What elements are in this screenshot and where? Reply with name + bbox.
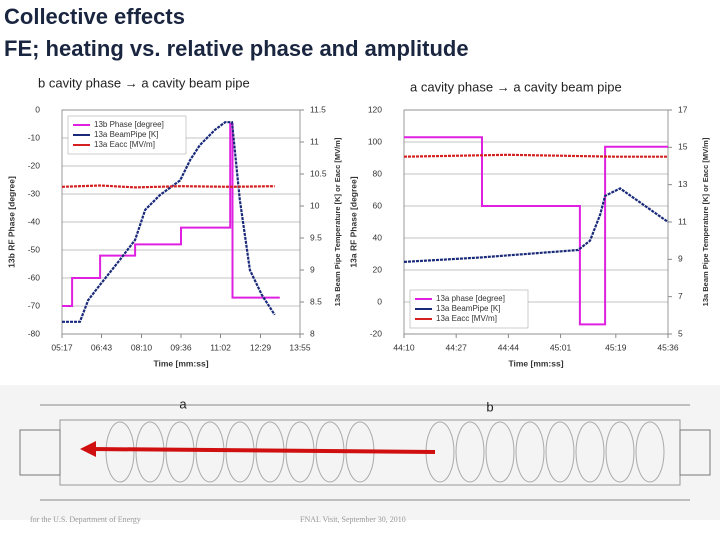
chart-caption: b cavity phase → a cavity beam pipe [38,75,250,90]
y2-tick-label: 9 [310,264,315,274]
x-tick-label: 44:10 [393,342,415,352]
y-tick-label: -30 [28,188,41,198]
slide-title: Collective effects [4,4,185,29]
x-tick-label: 12:29 [250,342,272,352]
y-tick-label: -40 [28,216,41,226]
series-line [403,153,668,158]
series-line [403,187,669,263]
diagram-label: b [486,399,493,414]
y-tick-label: 80 [373,168,383,178]
legend-label: 13a Eacc [MV/m] [436,314,497,323]
x-tick-label: 11:02 [210,342,231,352]
y-tick-label: 120 [368,104,382,114]
y-tick-label: 100 [368,136,382,146]
x-tick-label: 45:36 [657,342,679,352]
y2-tick-label: 11 [310,136,319,146]
x-axis-title: Time [mm:ss] [508,358,563,368]
y-tick-label: -10 [28,132,41,142]
y-tick-label: -60 [28,272,41,282]
footer: for the U.S. Department of Energy [30,515,141,524]
y2-tick-label: 9.5 [310,232,322,242]
x-tick-label: 06:43 [91,342,113,352]
legend-label: 13b Phase [degree] [94,120,164,129]
y-tick-label: 20 [373,264,383,274]
y-tick-label: -70 [28,300,41,310]
legend-label: 13a phase [degree] [436,294,505,303]
y2-tick-label: 8 [310,328,315,338]
series-line [404,136,668,326]
y-tick-label: -50 [28,244,41,254]
y2-tick-label: 11.5 [310,104,326,114]
cryomodule-diagram [0,385,720,520]
slide-title: FE; heating vs. relative phase and ampli… [4,36,469,61]
legend-label: 13a BeamPipe [K] [436,304,500,313]
y2-tick-label: 7 [678,291,683,301]
x-tick-label: 05:17 [51,342,73,352]
y-tick-label: -20 [28,160,41,170]
y2-tick-label: 17 [678,104,688,114]
y2-tick-label: 9 [678,254,683,264]
y2-tick-label: 10.5 [310,168,327,178]
y-axis-title: 13a RF Phase [degree] [348,176,358,267]
y2-axis-title: 13a Beam Pipe Temperature [K] or Eacc [M… [701,137,710,306]
x-tick-label: 45:01 [550,342,572,352]
x-tick-label: 09:36 [170,342,192,352]
y-tick-label: 0 [35,104,40,114]
series-line [61,184,275,189]
x-tick-label: 44:44 [498,342,520,352]
x-tick-label: 13:55 [289,342,311,352]
y2-axis-title: 13a Beam Pipe Temperature [K] or Eacc [M… [333,137,342,306]
x-axis-title: Time [mm:ss] [153,358,208,368]
x-tick-label: 45:19 [605,342,627,352]
x-tick-label: 44:27 [446,342,468,352]
y-tick-label: -20 [370,328,383,338]
chart-caption: a cavity phase → a cavity beam pipe [410,79,622,94]
diagram-label: a [179,396,187,411]
y-tick-label: 60 [373,200,383,210]
y-axis-title: 13b RF Phase [degree] [6,176,16,268]
y2-tick-label: 11 [678,216,687,226]
y2-tick-label: 5 [678,328,683,338]
legend-label: 13a Eacc [MV/m] [94,140,155,149]
y2-tick-label: 15 [678,142,688,152]
y2-tick-label: 13 [678,179,688,189]
y2-tick-label: 8.5 [310,296,322,306]
y-tick-label: -80 [28,328,41,338]
x-tick-label: 08:10 [131,342,153,352]
footer: FNAL Visit, September 30, 2010 [300,515,406,524]
y2-tick-label: 10 [310,200,320,210]
legend-label: 13a BeamPipe [K] [94,130,158,139]
y-tick-label: 40 [373,232,383,242]
y-tick-label: 0 [377,296,382,306]
series-line [62,121,276,323]
